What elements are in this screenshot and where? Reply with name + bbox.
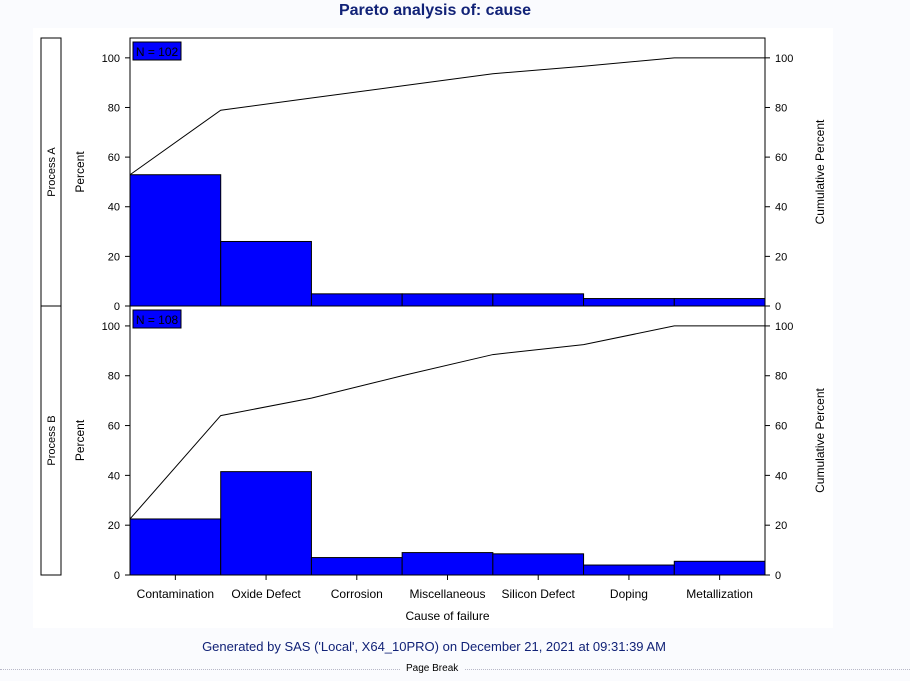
x-tick-label: Corrosion [331, 587, 383, 601]
panel-1-right-tick-label: 40 [775, 202, 787, 214]
panel-2-right-tick-label: 0 [775, 570, 781, 582]
panel-2-bar-2 [220, 471, 312, 576]
x-tick-label: Doping [610, 587, 648, 601]
panel-1-bar-4 [401, 293, 494, 307]
panel-1-right-tick-label: 0 [775, 301, 781, 313]
panel-1-bar-5 [492, 293, 585, 307]
panel-1-y2-axis-label: Cumulative Percent [813, 119, 827, 224]
panel-2-bar-7 [673, 560, 766, 576]
panel-2-strip [40, 305, 62, 576]
panel-2-bar-1 [129, 518, 222, 576]
panel-2-right-tick-label: 20 [775, 520, 787, 532]
panel-1-left-tick-label: 100 [102, 53, 120, 65]
panel-2-bar-6 [583, 564, 675, 576]
x-tick-label: Metallization [686, 587, 753, 601]
panel-1-bar-1 [129, 174, 222, 307]
panel-2-y-axis-label: Percent [73, 419, 87, 461]
panel-2-n-box [132, 309, 182, 329]
panel-1-strip-label: Process A [46, 147, 58, 197]
x-tick-label: Silicon Defect [502, 587, 576, 601]
panel-1-left-tick-label: 40 [108, 202, 120, 214]
panel-1-n-label: N = 102 [136, 45, 179, 59]
panel-1-right-tick-label: 20 [775, 251, 787, 263]
plot-panel: 0 0 20 20 40 40 60 60 80 80 100 100 N = 102 Percent Cu… [33, 28, 833, 628]
panel-1-right-tick-label: 100 [775, 53, 793, 65]
x-tick-label: Contamination [137, 587, 214, 601]
panel-2-bar-4 [401, 552, 494, 576]
panel-1-n-box [132, 41, 182, 61]
x-tick-label: Miscellaneous [409, 587, 485, 601]
panel-1-right-tick-label: 80 [775, 102, 787, 114]
x-tick-label: Oxide Defect [231, 587, 301, 601]
chart-title: Pareto analysis of: cause [338, 2, 532, 19]
panel-1-bar-6 [583, 298, 675, 307]
panel-2-left-tick-label: 60 [108, 421, 120, 433]
footer-generated-text: Generated by SAS ('Local', X64_10PRO) on… [202, 639, 666, 654]
panel-2-left-tick-label: 40 [108, 470, 120, 482]
x-axis-label: Cause of failure [405, 609, 489, 623]
panel-1-left-tick-label: 20 [108, 251, 120, 263]
panel-2-right-tick-label: 60 [775, 421, 787, 433]
panel-2-bar-3 [310, 557, 403, 576]
panel-2-left-tick-label: 20 [108, 520, 120, 532]
panel-2-bar-5 [492, 553, 585, 576]
panel-1-bar-7 [673, 298, 766, 307]
panel-2-left-tick-label: 100 [102, 321, 120, 333]
panel-2-right-tick-label: 40 [775, 470, 787, 482]
panel-1-right-tick-label: 60 [775, 152, 787, 164]
panel-1-cumulative-line [129, 57, 765, 176]
panel-1-y-axis-label: Percent [73, 151, 87, 193]
panel-2-strip-label: Process B [46, 415, 58, 465]
page-break-label: Page Break [400, 663, 465, 674]
panel-1-left-tick-label: 80 [108, 102, 120, 114]
panel-2-right-tick-label: 100 [775, 321, 793, 333]
panel-2-cumulative-line [129, 325, 765, 520]
panel-1-left-tick-label: 60 [108, 152, 120, 164]
panel-2-right-tick-label: 80 [775, 371, 787, 383]
panel-1-bar-2 [220, 240, 312, 307]
panel-1-left-tick-label: 0 [114, 301, 120, 313]
panel-1-bar-3 [310, 293, 403, 307]
panel-2-y2-axis-label: Cumulative Percent [813, 387, 827, 492]
panel-2-left-tick-label: 0 [114, 570, 120, 582]
pareto-chart: 0 0 20 20 40 40 60 60 80 80 100 100 N = 102 Percent Cu… [40, 37, 827, 623]
panel-2-n-label: N = 108 [136, 313, 179, 327]
panel-2-left-tick-label: 80 [108, 371, 120, 383]
